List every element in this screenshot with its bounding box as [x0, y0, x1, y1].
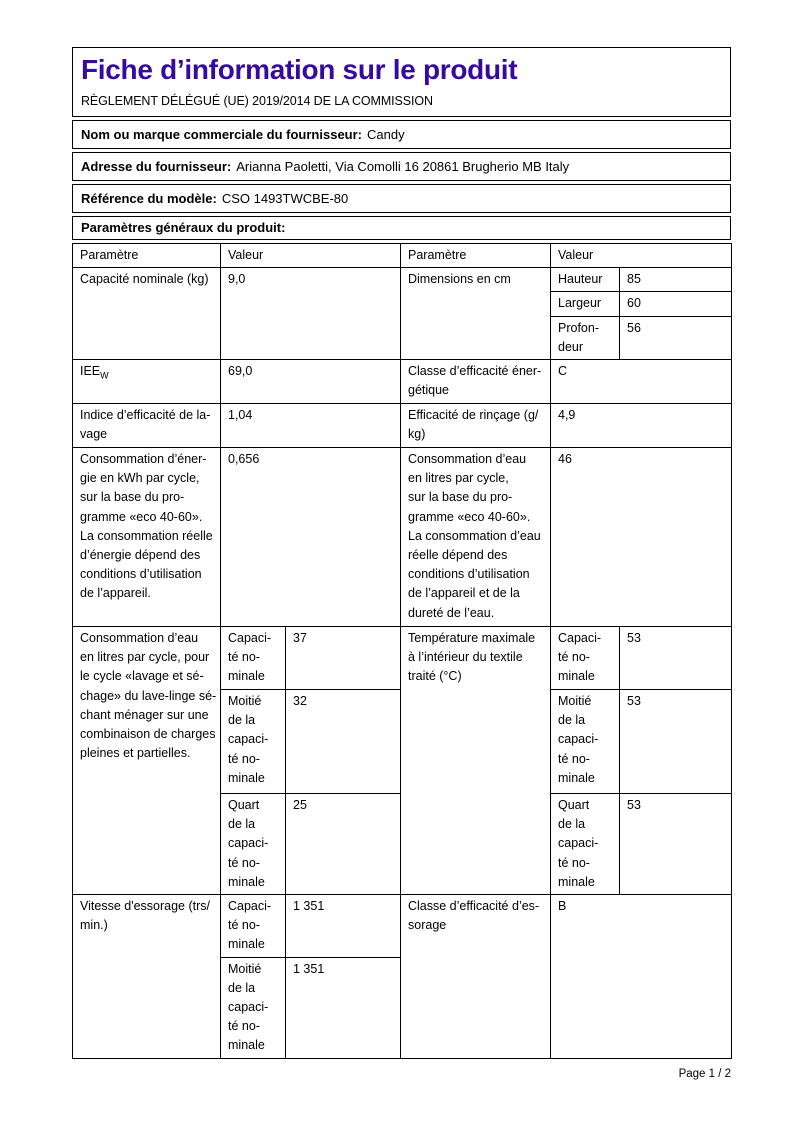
value-cell-temp-full: 53	[619, 626, 732, 691]
param-cell-spin-class: Classe d’efficacité d’es- sorage	[400, 894, 551, 1059]
param-cell-energy-consumption: Consommation d’éner- gie en kWh par cycl…	[72, 447, 221, 628]
field-supplier-address: Adresse du fournisseur: Arianna Paoletti,…	[72, 152, 731, 181]
value-cell-iee: 69,0	[220, 359, 401, 405]
param-cell-spin-speed: Vitesse d'essorage (trs/ min.)	[72, 894, 221, 1059]
dim-value-depth: 56	[619, 315, 732, 361]
row-water-washdry-temp-quarter: Quart de la capaci- té no- minale 25 Qua…	[73, 793, 732, 896]
spin-load-label-full: Capaci- té no- minale	[220, 894, 286, 958]
dim-value-width: 60	[619, 291, 732, 317]
value-cell-rinse-efficiency: 4,9	[550, 403, 732, 449]
param-cell-nominal-capacity: Capacité nominale (kg)	[72, 267, 221, 361]
param-cell-dimensions: Dimensions en cm	[400, 267, 551, 361]
row-capacity-dimensions: Capacité nominale (kg) 9,0 Dimensions en…	[72, 267, 732, 361]
value-cell-spin-full: 1 351	[285, 894, 401, 958]
row-spin-speed-full: Vitesse d'essorage (trs/ min.) Capaci- t…	[72, 894, 732, 1059]
parameters-table: Paramètre Valeur Paramètre Valeur Capaci…	[72, 242, 732, 1059]
supplier-address-value: Arianna Paoletti, Via Comolli 16 20861 B…	[236, 159, 570, 174]
row-iee-energy-class: IEEW 69,0 Classe d’efficacité éner- géti…	[72, 359, 732, 405]
supplier-address-label: Adresse du fournisseur:	[81, 159, 232, 174]
value-cell-energy-consumption: 0,656	[220, 447, 401, 628]
header-value-right: Valeur	[550, 242, 732, 269]
value-cell-water-half: 32	[285, 689, 401, 795]
param-cell-energy-class: Classe d’efficacité éner- gétique	[400, 359, 551, 405]
value-cell-temp-quarter: 53	[619, 793, 732, 896]
section-general-parameters: Paramètres généraux du produit:	[72, 216, 731, 240]
param-cell-water-wash-dry: Consommation d’eau en litres par cycle, …	[72, 626, 221, 896]
model-reference-value: CSO 1493TWCBE-80	[221, 191, 349, 206]
header-parameter-right: Paramètre	[400, 242, 551, 269]
value-cell-temp-half: 53	[619, 689, 732, 795]
load-label-half-right: Moitié de la capaci- té no- minale	[550, 689, 620, 795]
field-model-reference: Référence du modèle: CSO 1493TWCBE-80	[72, 184, 731, 213]
field-supplier-name: Nom ou marque commerciale du fournisseur…	[72, 120, 731, 149]
supplier-name-label: Nom ou marque commerciale du fournisseur…	[81, 127, 363, 142]
dim-value-height: 85	[619, 267, 732, 293]
iee-label: IEE	[80, 364, 101, 379]
model-reference-label: Référence du modèle:	[81, 191, 217, 206]
supplier-name-value: Candy	[367, 127, 405, 142]
value-cell-water-full: 37	[285, 626, 401, 691]
row-dimension-width: Largeur 60	[73, 291, 732, 317]
regulation-subtitle: RÈGLEMENT DÉLÉGUÉ (UE) 2019/2014 DE LA C…	[81, 94, 433, 108]
load-label-full-left: Capaci- té no- minale	[220, 626, 286, 691]
row-water-washdry-temp-full: Consommation d’eau en litres par cycle, …	[72, 626, 732, 896]
dim-label-height: Hauteur	[550, 267, 620, 293]
header-parameter-left: Paramètre	[72, 242, 221, 269]
param-cell-iee: IEEW	[72, 359, 221, 405]
page-number: Page 1 / 2	[678, 1067, 731, 1080]
row-dimension-depth: Profon- deur 56	[73, 315, 732, 361]
row-water-washdry-temp-half: Moitié de la capaci- té no- minale 32 Mo…	[73, 689, 732, 795]
document-header: Fiche d’information sur le produit RÈGLE…	[72, 47, 731, 117]
page-title: Fiche d’information sur le produit	[81, 54, 518, 85]
spin-load-label-half: Moitié de la capaci- té no- minale	[220, 956, 286, 1059]
row-spin-speed-half: Moitié de la capaci- té no- minale 1 351	[73, 956, 732, 1059]
load-label-half-left: Moitié de la capaci- té no- minale	[220, 689, 286, 795]
row-energy-water-consumption: Consommation d’éner- gie en kWh par cycl…	[72, 447, 732, 628]
value-cell-spin-class: B	[550, 894, 732, 1059]
load-label-quarter-left: Quart de la capaci- té no- minale	[220, 793, 286, 896]
param-cell-max-temperature: Température maximale à l’intérieur du te…	[400, 626, 551, 896]
product-fiche: Fiche d’information sur le produit RÈGLE…	[72, 47, 732, 1080]
section-title: Paramètres généraux du produit:	[81, 220, 286, 235]
load-label-quarter-right: Quart de la capaci- té no- minale	[550, 793, 620, 896]
param-cell-water-consumption: Consommation d’eau en litres par cycle, …	[400, 447, 551, 628]
value-cell-spin-half: 1 351	[285, 956, 401, 1059]
table-header-row: Paramètre Valeur Paramètre Valeur	[72, 242, 732, 269]
dim-label-width: Largeur	[550, 291, 620, 317]
row-wash-index-rinse: Indice d’efficacité de la- vage 1,04 Eff…	[72, 403, 732, 449]
iee-subscript: W	[100, 370, 109, 381]
value-cell-water-quarter: 25	[285, 793, 401, 896]
header-value-left: Valeur	[220, 242, 401, 269]
value-cell-nominal-capacity: 9,0	[220, 267, 401, 361]
param-cell-wash-index: Indice d’efficacité de la- vage	[72, 403, 221, 449]
value-cell-energy-class: C	[550, 359, 732, 405]
param-cell-rinse-efficiency: Efficacité de rinçage (g/ kg)	[400, 403, 551, 449]
dim-label-depth: Profon- deur	[550, 315, 620, 361]
value-cell-wash-index: 1,04	[220, 403, 401, 449]
load-label-full-right: Capaci- té no- minale	[550, 626, 620, 691]
value-cell-water-consumption: 46	[550, 447, 732, 628]
